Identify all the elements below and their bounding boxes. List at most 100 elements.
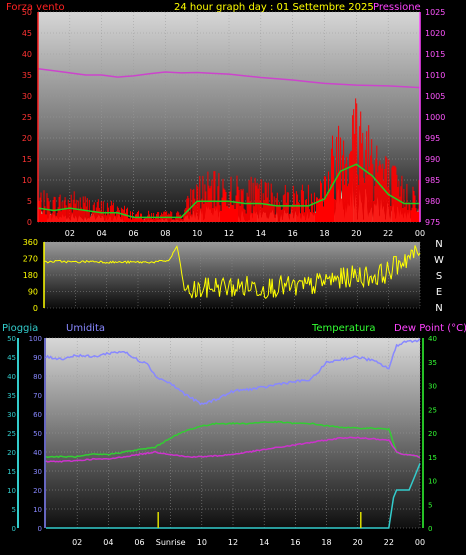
y-tick-label: 20 [22, 134, 32, 143]
rain-tick-label: 20 [7, 449, 16, 457]
y-tick-label: 0 [33, 304, 38, 313]
temperature-label: Temperatura [311, 323, 376, 334]
x-tick-label: 02 [72, 538, 82, 547]
rain-tick-label: 50 [7, 335, 16, 343]
y2-tick-label: 990 [425, 155, 440, 164]
y-tick-label: 15 [22, 155, 32, 164]
series-group [37, 67, 421, 222]
y2-tick-label: 15 [428, 454, 437, 462]
dewpoint-label: Dew Point (°C) [394, 323, 466, 334]
y2-tick-label: 975 [425, 218, 440, 227]
y-tick-label: 0 [38, 525, 42, 533]
y-tick-label: 270 [23, 255, 38, 264]
y2-tick-label: 20 [428, 430, 437, 438]
compass-label: E [436, 287, 442, 298]
y-tick-label: 30 [22, 92, 32, 101]
y-tick-label: 10 [33, 506, 42, 514]
y-tick-label: 180 [23, 271, 38, 280]
x-tick-label: 18 [321, 538, 331, 547]
y-tick-label: 45 [22, 29, 32, 38]
y2-tick-label: 1015 [425, 50, 445, 59]
y2-tick-label: 980 [425, 197, 440, 206]
rain-tick-label: 15 [7, 468, 16, 476]
y2-tick-label: 5 [428, 501, 432, 509]
y2-tick-label: 10 [428, 478, 437, 486]
x-tick-label: 06 [134, 538, 144, 547]
rain-tick-label: 40 [7, 373, 16, 381]
temperature-line [45, 420, 421, 459]
y-tick-label: 50 [33, 430, 42, 438]
x-tick-label: 10 [192, 229, 202, 238]
x-tick-label: 04 [97, 229, 107, 238]
panel-temp-humidity: 0102030405060708090100051015202530354045… [7, 335, 437, 547]
x-tick-label: 08 [160, 229, 170, 238]
rain-line [46, 463, 421, 529]
axes: 0510152025303540455097598098599099510001… [22, 8, 446, 238]
y2-tick-label: 1020 [425, 29, 445, 38]
y-tick-label: 70 [33, 392, 42, 400]
y-tick-label: 80 [33, 373, 42, 381]
x-tick-label: 14 [256, 229, 266, 238]
compass-label: N [435, 239, 442, 250]
rain-tick-label: 45 [7, 354, 16, 362]
pressure-label: Pressione [373, 2, 421, 13]
y-tick-label: 90 [28, 288, 38, 297]
y2-tick-label: 1025 [425, 8, 445, 17]
compass-label: S [436, 271, 442, 282]
y-tick-label: 5 [27, 197, 32, 206]
x-tick-label: 06 [128, 229, 138, 238]
y-tick-label: 100 [29, 335, 42, 343]
humidity-label: Umidita [66, 323, 105, 334]
x-tick-label: Sunrise [156, 538, 186, 547]
dewpoint-line [45, 436, 421, 463]
y-tick-label: 40 [22, 50, 32, 59]
y2-tick-label: 0 [428, 525, 432, 533]
y-tick-label: 50 [22, 8, 32, 17]
x-tick-label: 10 [197, 538, 207, 547]
compass-label: N [435, 303, 442, 314]
panel-wind-pressure: 0510152025303540455097598098599099510001… [22, 8, 446, 238]
y-tick-label: 90 [33, 354, 42, 362]
y2-tick-label: 1010 [425, 71, 445, 80]
series-group [43, 245, 421, 299]
y-tick-label: 25 [22, 113, 32, 122]
y2-tick-label: 40 [428, 335, 437, 343]
y-tick-label: 35 [22, 71, 32, 80]
direction-line [43, 245, 421, 299]
rain-tick-label: 0 [12, 525, 16, 533]
y2-tick-label: 25 [428, 406, 437, 414]
humidity-line [45, 338, 421, 406]
rain-tick-label: 10 [7, 487, 16, 495]
x-tick-label: 18 [319, 229, 329, 238]
chart-title: 24 hour graph day : 01 Settembre 2025 [174, 2, 374, 13]
pressure-line [37, 67, 421, 89]
axes: 0102030405060708090100051015202530354045… [7, 335, 437, 547]
rain-label: Pioggia [2, 323, 38, 334]
y-tick-label: 10 [22, 176, 32, 185]
x-tick-label: 14 [259, 538, 269, 547]
x-tick-label: 20 [351, 229, 361, 238]
y-tick-label: 20 [33, 487, 42, 495]
x-tick-label: 16 [288, 229, 298, 238]
x-tick-label: 00 [415, 538, 425, 547]
rain-tick-label: 30 [7, 411, 16, 419]
y2-tick-label: 985 [425, 176, 440, 185]
x-tick-label: 00 [415, 229, 425, 238]
x-tick-label: 12 [224, 229, 234, 238]
wind-label: Forza vento [6, 2, 65, 13]
x-tick-label: 20 [353, 538, 363, 547]
x-tick-label: 04 [103, 538, 113, 547]
y-tick-label: 0 [27, 218, 32, 227]
x-tick-label: 12 [228, 538, 238, 547]
wind-average-line [37, 163, 420, 219]
y-tick-label: 60 [33, 411, 42, 419]
rain-tick-label: 25 [7, 430, 16, 438]
x-tick-label: 22 [383, 229, 393, 238]
y2-tick-label: 35 [428, 359, 437, 367]
y-tick-label: 30 [33, 468, 42, 476]
series-group [45, 338, 421, 529]
y2-tick-label: 1000 [425, 113, 445, 122]
